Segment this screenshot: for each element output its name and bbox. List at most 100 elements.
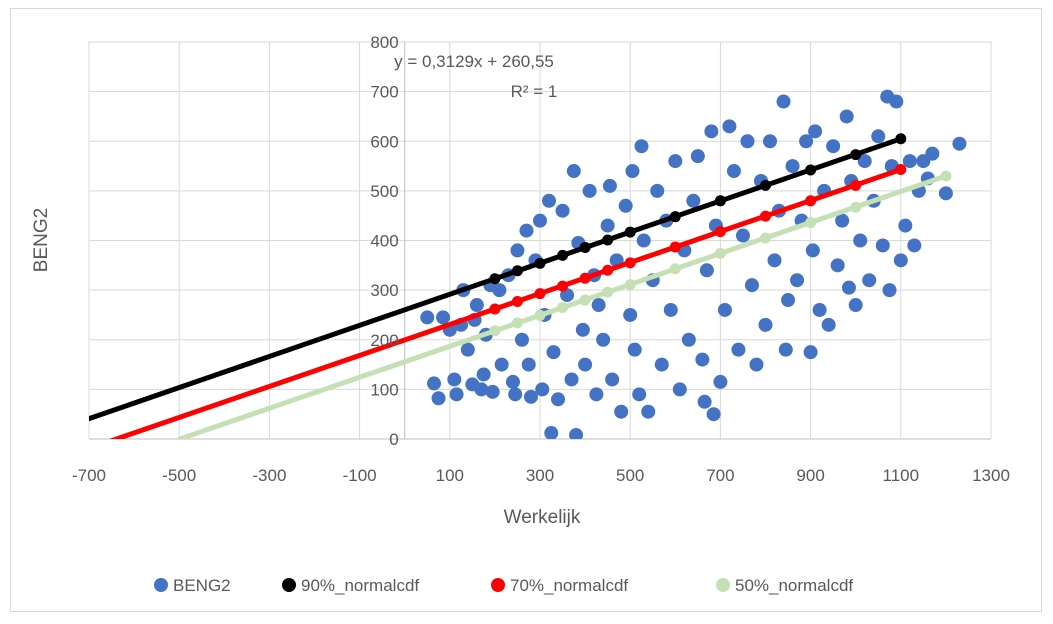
chart-frame: -700 -500 -300 -100 100 300 500 700 900 1100 1300 … <box>10 8 1042 612</box>
scatter-point <box>560 288 575 303</box>
scatter-point <box>591 298 606 313</box>
series-marker <box>602 234 614 246</box>
legend-label: 90%_normalcdf <box>301 576 419 595</box>
scatter-point <box>882 283 897 298</box>
legend-label: 70%_normalcdf <box>510 576 628 595</box>
scatter-point <box>523 389 538 404</box>
scatter-point <box>841 280 856 295</box>
scatter-point <box>582 183 597 198</box>
scatter-point <box>848 298 863 313</box>
scatter-point <box>717 302 732 317</box>
scatter-point <box>830 258 845 273</box>
scatter-point <box>695 352 710 367</box>
scatter-point <box>431 391 446 406</box>
scatter-point <box>505 374 520 389</box>
scatter-point <box>706 407 721 422</box>
scatter-point <box>722 119 737 134</box>
scatter-point <box>713 374 728 389</box>
scatter-point <box>925 146 940 161</box>
scatter-point <box>871 129 886 144</box>
legend-label: 50%_normalcdf <box>735 576 853 595</box>
y-axis: 0 100 200 300 400 500 600 700 800 <box>370 33 398 449</box>
scatter-point <box>623 307 638 322</box>
scatter-point <box>578 357 593 372</box>
scatter-point <box>625 164 640 179</box>
scatter-point <box>740 134 755 149</box>
series-marker <box>669 263 681 275</box>
scatter-point <box>803 345 818 360</box>
scatter-point <box>699 263 714 278</box>
r-squared-annotation: R² = 1 <box>511 82 558 101</box>
series-marker <box>511 317 523 329</box>
scatter-point <box>767 253 782 268</box>
scatter-point <box>763 134 778 149</box>
series-marker <box>850 201 862 213</box>
x-tick-label: -500 <box>162 466 196 485</box>
series-marker <box>602 264 614 276</box>
scatter-point <box>952 136 967 151</box>
scatter-point <box>575 322 590 337</box>
scatter-point <box>907 238 922 253</box>
series-marker <box>669 211 681 223</box>
scatter-point <box>420 310 435 325</box>
series-marker <box>534 288 546 300</box>
scatter-point <box>875 238 890 253</box>
scatter-point <box>821 317 836 332</box>
series-marker <box>602 286 614 298</box>
scatter-point <box>731 342 746 357</box>
scatter-point <box>521 357 536 372</box>
scatter-point <box>704 124 719 139</box>
series-marker <box>624 257 636 269</box>
series-marker <box>511 296 523 308</box>
scatter-point <box>726 164 741 179</box>
legend: BENG2 90%_normalcdf 70%_normalcdf 50%_norma… <box>154 576 853 595</box>
series-marker <box>895 164 907 176</box>
scatter-point <box>544 426 559 439</box>
scatter-point <box>839 109 854 124</box>
x-tick-label: -100 <box>343 466 377 485</box>
plot-area <box>89 89 967 439</box>
series-marker <box>511 265 523 277</box>
x-tick-label: 300 <box>526 466 554 485</box>
scatter-point <box>510 243 525 258</box>
series-marker <box>760 210 771 222</box>
scatter-point <box>569 428 584 439</box>
scatter-point <box>636 233 651 248</box>
scatter-point <box>542 193 557 208</box>
y-tick-label: 200 <box>370 331 398 350</box>
scatter-point <box>686 193 701 208</box>
scatter-point <box>535 382 550 397</box>
scatter-point <box>427 376 442 391</box>
scatter-point <box>668 154 683 169</box>
series-marker <box>714 195 726 207</box>
scatter-point <box>476 367 491 382</box>
series-marker <box>579 272 591 284</box>
legend-label: BENG2 <box>173 576 231 595</box>
series-marker <box>760 179 771 191</box>
series-marker <box>850 149 862 161</box>
y-tick-label: 400 <box>370 232 398 251</box>
series-marker <box>895 133 907 145</box>
scatter-point <box>808 124 823 139</box>
scatter-point <box>902 154 917 169</box>
scatter-point <box>533 213 547 228</box>
series-marker <box>624 279 636 291</box>
scatter-point <box>634 139 649 154</box>
scatter-point <box>614 404 629 419</box>
scatter-point <box>641 404 656 419</box>
scatter-point <box>650 183 665 198</box>
x-tick-label: 700 <box>706 466 734 485</box>
scatter-point <box>474 382 489 397</box>
scatter-point <box>672 382 687 397</box>
scatter-point <box>519 223 534 238</box>
scatter-point <box>596 332 611 347</box>
series-marker <box>805 164 817 176</box>
scatter-point <box>460 342 475 357</box>
x-tick-label: 1300 <box>972 466 1010 485</box>
x-tick-label: 1100 <box>883 466 920 485</box>
scatter-point <box>618 198 633 213</box>
y-tick-label: 0 <box>389 430 398 449</box>
legend-entry: BENG2 <box>154 576 231 595</box>
series-marker <box>557 280 569 292</box>
x-tick-label: 100 <box>436 466 464 485</box>
